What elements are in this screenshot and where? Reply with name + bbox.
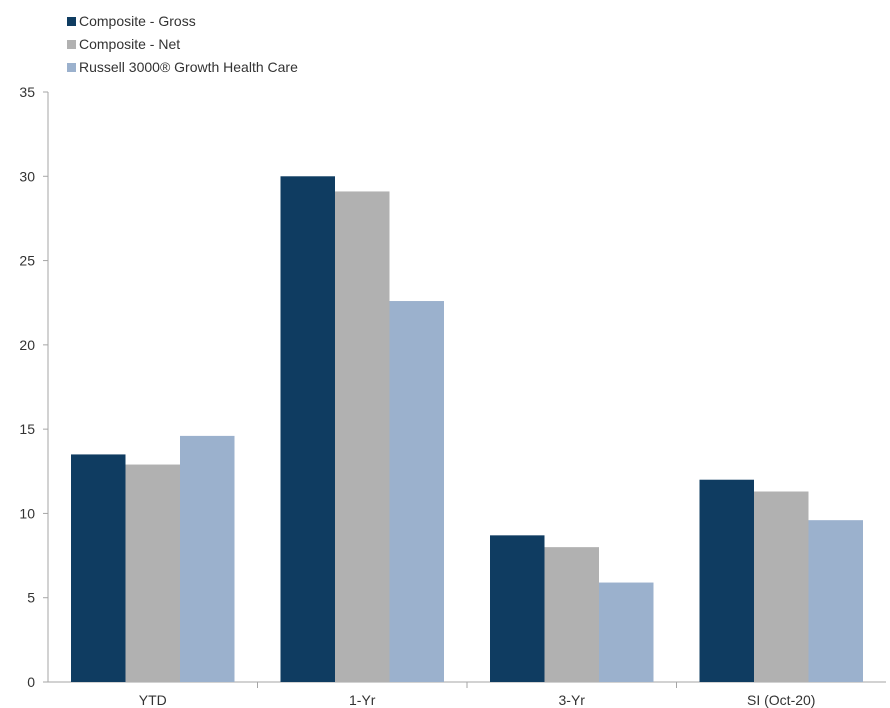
x-tick-label: YTD	[139, 692, 167, 708]
x-axis: YTD 1-Yr 3-Yr SI (Oct-20)	[48, 681, 886, 708]
bar	[180, 435, 235, 682]
x-tick-label: 1-Yr	[349, 692, 376, 708]
y-tick-label: 25	[19, 253, 35, 269]
bar	[335, 191, 390, 682]
bars	[71, 176, 863, 683]
y-tick-label: 35	[19, 84, 35, 100]
bar	[754, 491, 809, 682]
y-tick-label: 30	[19, 168, 35, 184]
y-axis: 0 5 10 15 20 25 30 35	[19, 84, 49, 690]
bar	[280, 176, 335, 683]
bar	[389, 301, 444, 682]
bar	[699, 479, 754, 682]
bar	[490, 535, 545, 682]
legend-label: Composite - Gross	[79, 13, 196, 29]
bar	[71, 454, 126, 682]
bar	[544, 547, 599, 682]
bar	[808, 520, 863, 682]
y-tick-label: 0	[27, 674, 35, 690]
legend-swatch	[67, 40, 76, 49]
bar	[125, 464, 180, 682]
bar	[599, 582, 654, 682]
legend-swatch	[67, 63, 76, 72]
x-tick-label: 3-Yr	[559, 692, 586, 708]
legend-label: Russell 3000® Growth Health Care	[79, 59, 298, 75]
y-tick-label: 15	[19, 421, 35, 437]
y-tick-label: 5	[27, 590, 35, 606]
x-tick-label: SI (Oct-20)	[747, 692, 815, 708]
y-tick-label: 10	[19, 505, 35, 521]
y-tick-label: 20	[19, 337, 35, 353]
legend-label: Composite - Net	[79, 36, 180, 52]
legend: Composite - Gross Composite - Net Russell …	[67, 13, 298, 75]
legend-swatch	[67, 17, 76, 26]
